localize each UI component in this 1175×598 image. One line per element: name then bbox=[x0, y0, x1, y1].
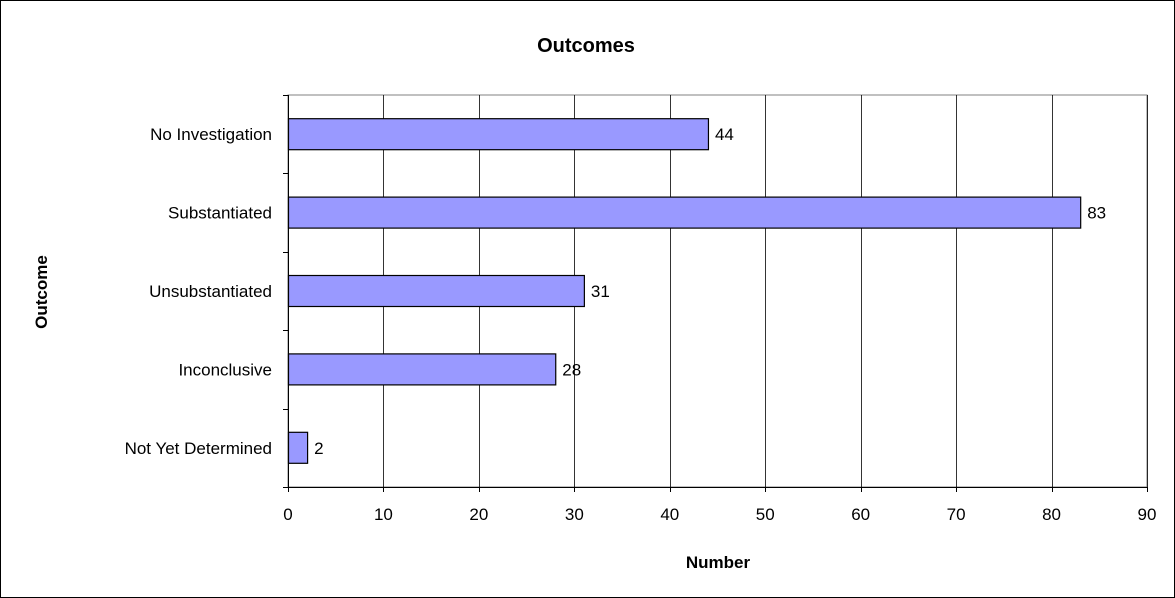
y-tick-label: Substantiated bbox=[168, 204, 272, 223]
chart-title: Outcomes bbox=[537, 35, 635, 57]
y-tick-label: No Investigation bbox=[150, 125, 272, 144]
y-tick-label: Unsubstantiated bbox=[149, 282, 272, 301]
x-tick-label: 0 bbox=[283, 505, 292, 524]
plot-area: 0 10 20 30 40 50 60 70 80 90 No Investigation 44 Sub… bbox=[125, 94, 1157, 524]
bar bbox=[287, 431, 309, 464]
x-tick-label: 50 bbox=[756, 505, 775, 524]
x-axis-title: Number bbox=[686, 553, 751, 572]
x-tick-label: 10 bbox=[374, 505, 393, 524]
x-tick-label: 80 bbox=[1042, 505, 1061, 524]
x-tick-label: 60 bbox=[851, 505, 870, 524]
x-tick-label: 70 bbox=[947, 505, 966, 524]
data-label: 44 bbox=[715, 125, 734, 144]
y-tick-label: Not Yet Determined bbox=[125, 439, 272, 458]
x-tick-label: 30 bbox=[565, 505, 584, 524]
x-tick-label: 40 bbox=[660, 505, 679, 524]
bar bbox=[287, 196, 1082, 229]
x-tick-label: 90 bbox=[1138, 505, 1157, 524]
y-axis-title: Outcome bbox=[32, 255, 51, 329]
x-tick-label: 20 bbox=[469, 505, 488, 524]
data-label: 83 bbox=[1087, 204, 1106, 223]
data-label: 28 bbox=[562, 360, 581, 379]
data-label: 2 bbox=[314, 439, 323, 458]
data-label: 31 bbox=[591, 282, 610, 301]
bar bbox=[287, 118, 710, 151]
bar bbox=[287, 353, 557, 386]
bar bbox=[287, 274, 585, 308]
y-tick-label: Inconclusive bbox=[178, 360, 272, 379]
